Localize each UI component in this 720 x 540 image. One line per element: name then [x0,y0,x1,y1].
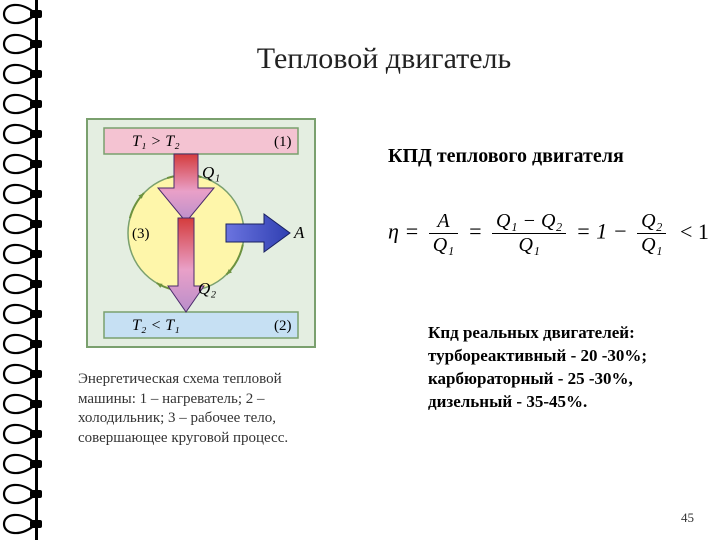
real-heading: Кпд реальных двигателей: [428,323,635,342]
frac-A-Q1: A Q₁ [429,210,458,257]
efficiency-heading: КПД теплового двигателя [388,145,708,168]
eta-symbol: η [388,219,399,244]
spiral-binding [0,0,48,540]
equals-3: = [576,219,591,244]
one: 1 [596,219,607,244]
svg-text:A: A [293,223,305,242]
real-line-1: турбореактивный - 20 -30%; [428,346,647,365]
page-title: Тепловой двигатель [48,42,720,76]
minus: − [613,219,628,244]
real-line-2: карбюраторный - 25 -30%, [428,369,633,388]
heat-engine-diagram: T₁ > T₂ (1) T₂ < T₁ (2) (3) Q₁ Q₂ A [86,118,316,348]
diagram-caption: Энергетическая схема тепловой машины: 1 … [78,370,314,448]
frac-Q1mQ2-Q1: Q₁ − Q₂ Q₁ [492,210,566,257]
svg-text:T₂ < T₁: T₂ < T₁ [132,317,180,334]
svg-text:T₁ > T₂: T₁ > T₂ [132,133,180,150]
svg-text:Q₂: Q₂ [198,279,216,298]
efficiency-formula: η = A Q₁ = Q₁ − Q₂ Q₁ = 1 − Q₂ Q₁ < 1 [388,210,718,257]
svg-text:(3): (3) [132,226,150,242]
svg-text:Q₁: Q₁ [202,163,220,182]
equals-2: = [468,219,483,244]
svg-text:(2): (2) [274,318,292,334]
real-line-3: дизельный - 35-45%. [428,392,587,411]
less-than-one: < 1 [680,219,709,244]
frac-Q2-Q1: Q₂ Q₁ [637,210,666,257]
real-engines-block: Кпд реальных двигателей: турбореактивный… [428,322,720,414]
slide: Тепловой двигатель T₁ > T₂ (1) T₂ < T₁ (2) (… [48,0,720,540]
svg-text:(1): (1) [274,134,292,150]
page-number: 45 [681,510,694,526]
equals-1: = [404,219,419,244]
